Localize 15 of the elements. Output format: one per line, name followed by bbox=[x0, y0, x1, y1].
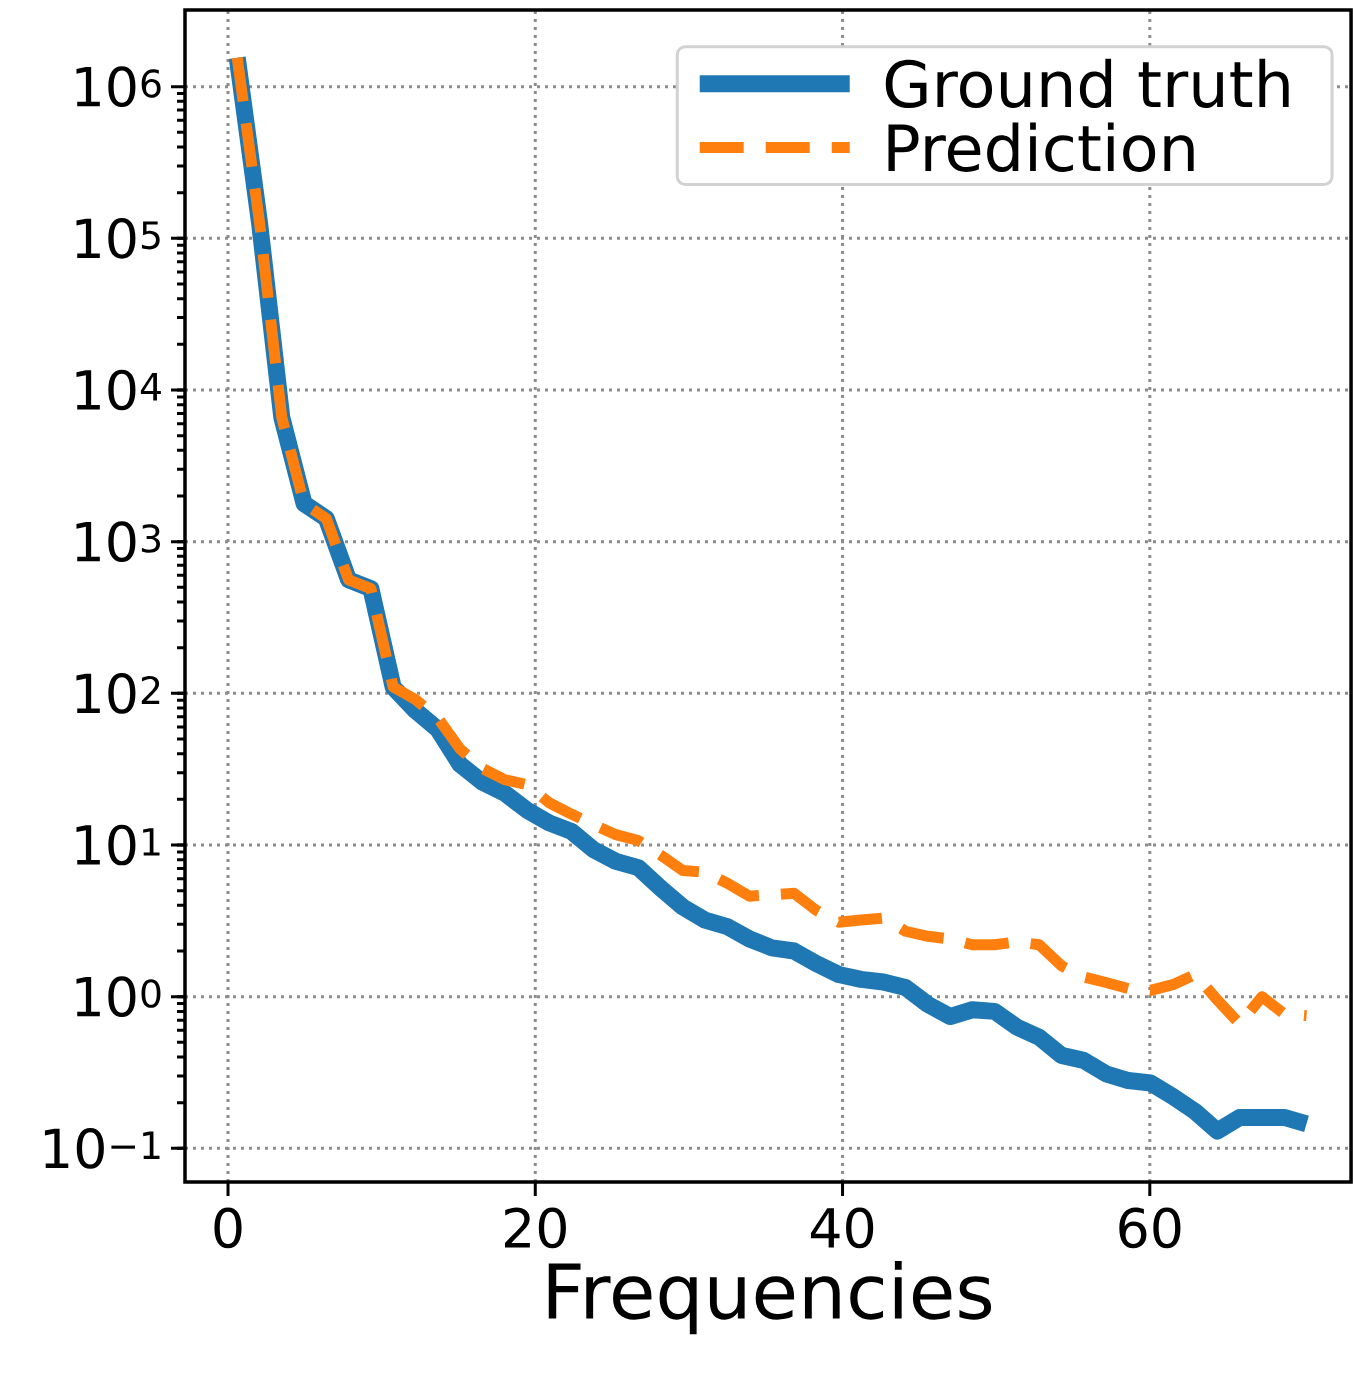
y-tick-label: 10$^{0}$ bbox=[76, 976, 161, 1018]
y-tick-label: 10$^{4}$ bbox=[76, 369, 161, 411]
y-tick-label: 10$^{1}$ bbox=[76, 824, 160, 866]
y-tick-label: 10$^{3}$ bbox=[76, 521, 160, 562]
y-tick-label: 10$^{2}$ bbox=[76, 672, 160, 714]
y-tick-label: 10$^{5}$ bbox=[76, 217, 160, 259]
y-tick-label: 10$^{−1}$ bbox=[44, 1128, 160, 1169]
legend-label: Prediction bbox=[888, 122, 1194, 172]
x-tick-label: 60 bbox=[1119, 1207, 1181, 1249]
y-tick-label: 10$^{6}$ bbox=[76, 66, 161, 107]
x-axis-title: Frequencies bbox=[548, 1261, 992, 1335]
x-tick-label: 0 bbox=[214, 1207, 242, 1249]
x-tick-label: 40 bbox=[810, 1207, 874, 1249]
x-tick-label: 20 bbox=[504, 1207, 566, 1249]
legend-label: Ground truth bbox=[885, 58, 1289, 109]
